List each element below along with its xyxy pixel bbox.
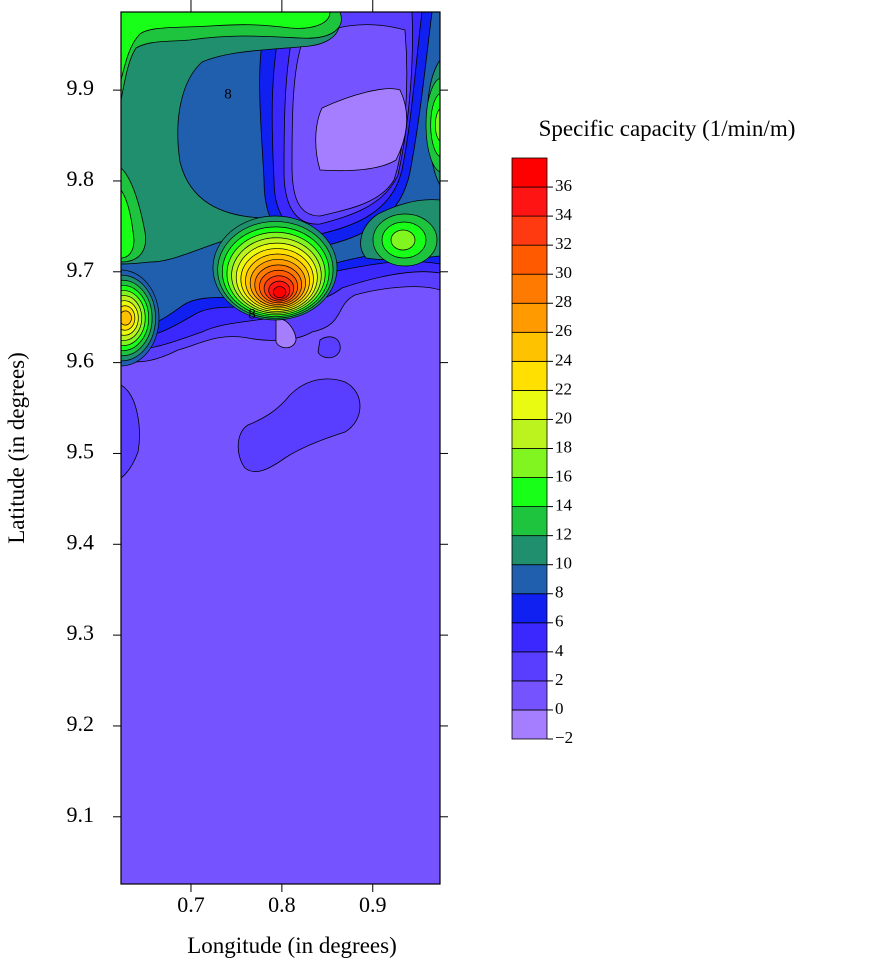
colorbar-bin [511, 506, 548, 537]
contour-band [121, 12, 340, 265]
y-tick-label: 9.6 [67, 348, 95, 373]
x-tick-label: 0.7 [177, 892, 205, 917]
plot-frame [120, 11, 441, 885]
colorbar-title: Specific capacity (1/min/m) [539, 116, 796, 141]
colorbar-bin [511, 331, 548, 362]
colorbar-tick-label: 8 [555, 583, 564, 602]
y-tick-label: 9.1 [67, 802, 95, 827]
colorbar-bin [511, 709, 548, 740]
y-tick-label: 9.7 [67, 257, 95, 282]
contour-label: 8 [248, 306, 256, 322]
contour-band [430, 93, 440, 157]
colorbar-tick-label: 0 [555, 699, 564, 718]
contour-band [434, 108, 440, 142]
colorbar-bin [511, 360, 548, 391]
colorbar-tick-label: 28 [555, 292, 572, 311]
colorbar-tick-label: 32 [555, 234, 572, 253]
colorbar-tick-label: 20 [555, 408, 572, 427]
contour-band [121, 189, 135, 259]
contour-band [237, 378, 361, 472]
colorbar-tick-label: −2 [555, 728, 573, 747]
colorbar-bin [511, 273, 548, 304]
colorbar-tick-label: 18 [555, 437, 572, 456]
colorbar-tick-label: 6 [555, 612, 564, 631]
contour-band [273, 286, 287, 299]
y-tick-label: 9.5 [67, 438, 95, 463]
contour-label: 8 [224, 86, 232, 102]
colorbar-bin [511, 535, 548, 566]
y-axis-label: Latitude (in degrees) [4, 352, 29, 544]
contour-band [315, 88, 407, 172]
colorbar-bin [511, 564, 548, 595]
contour-band [317, 336, 341, 359]
contour-band [121, 310, 132, 326]
colorbar-tick-label: 10 [555, 554, 572, 573]
colorbar-tick-label: 12 [555, 525, 572, 544]
contour-field [121, 12, 440, 884]
colorbar-tick-label: 36 [555, 176, 572, 195]
colorbar-tick-label: 24 [555, 350, 573, 369]
colorbar-bin [511, 593, 548, 624]
colorbar-bin [511, 680, 548, 711]
contour-band [121, 12, 331, 81]
contour-band [390, 229, 416, 251]
x-tick-label: 0.8 [268, 892, 296, 917]
colorbar-bin [511, 651, 548, 682]
colorbar-tick-label: 4 [555, 641, 564, 660]
contour-band [121, 384, 140, 479]
colorbar-bin [511, 448, 548, 478]
colorbar-tick-label: 2 [555, 670, 564, 689]
x-tick-label: 0.9 [359, 892, 387, 917]
x-axis-label: Longitude (in degrees) [187, 933, 396, 958]
colorbar-tick-label: 34 [555, 205, 573, 224]
y-tick-label: 9.9 [67, 75, 95, 100]
colorbar-tick-label: 14 [555, 496, 573, 515]
contour-band [121, 12, 342, 101]
colorbar-tick-label: 16 [555, 466, 572, 485]
y-tick-label: 9.2 [67, 711, 95, 736]
y-tick-label: 9.3 [67, 620, 95, 645]
colorbar-bin [511, 419, 548, 449]
colorbar-bin [511, 186, 548, 217]
colorbar-bin [511, 157, 548, 188]
colorbar-bin [511, 389, 548, 420]
colorbar-tick-label: 30 [555, 263, 572, 282]
colorbar-tick-label: 22 [555, 379, 572, 398]
colorbar-bin [511, 302, 548, 333]
colorbar-tick-label: 26 [555, 321, 572, 340]
colorbar-bin [511, 622, 548, 653]
colorbar-bin [511, 215, 548, 246]
colorbar-bin [511, 477, 548, 507]
contour-band [275, 318, 297, 349]
y-tick-label: 9.4 [67, 529, 95, 554]
colorbar-bin [511, 244, 548, 275]
y-tick-label: 9.8 [67, 166, 95, 191]
